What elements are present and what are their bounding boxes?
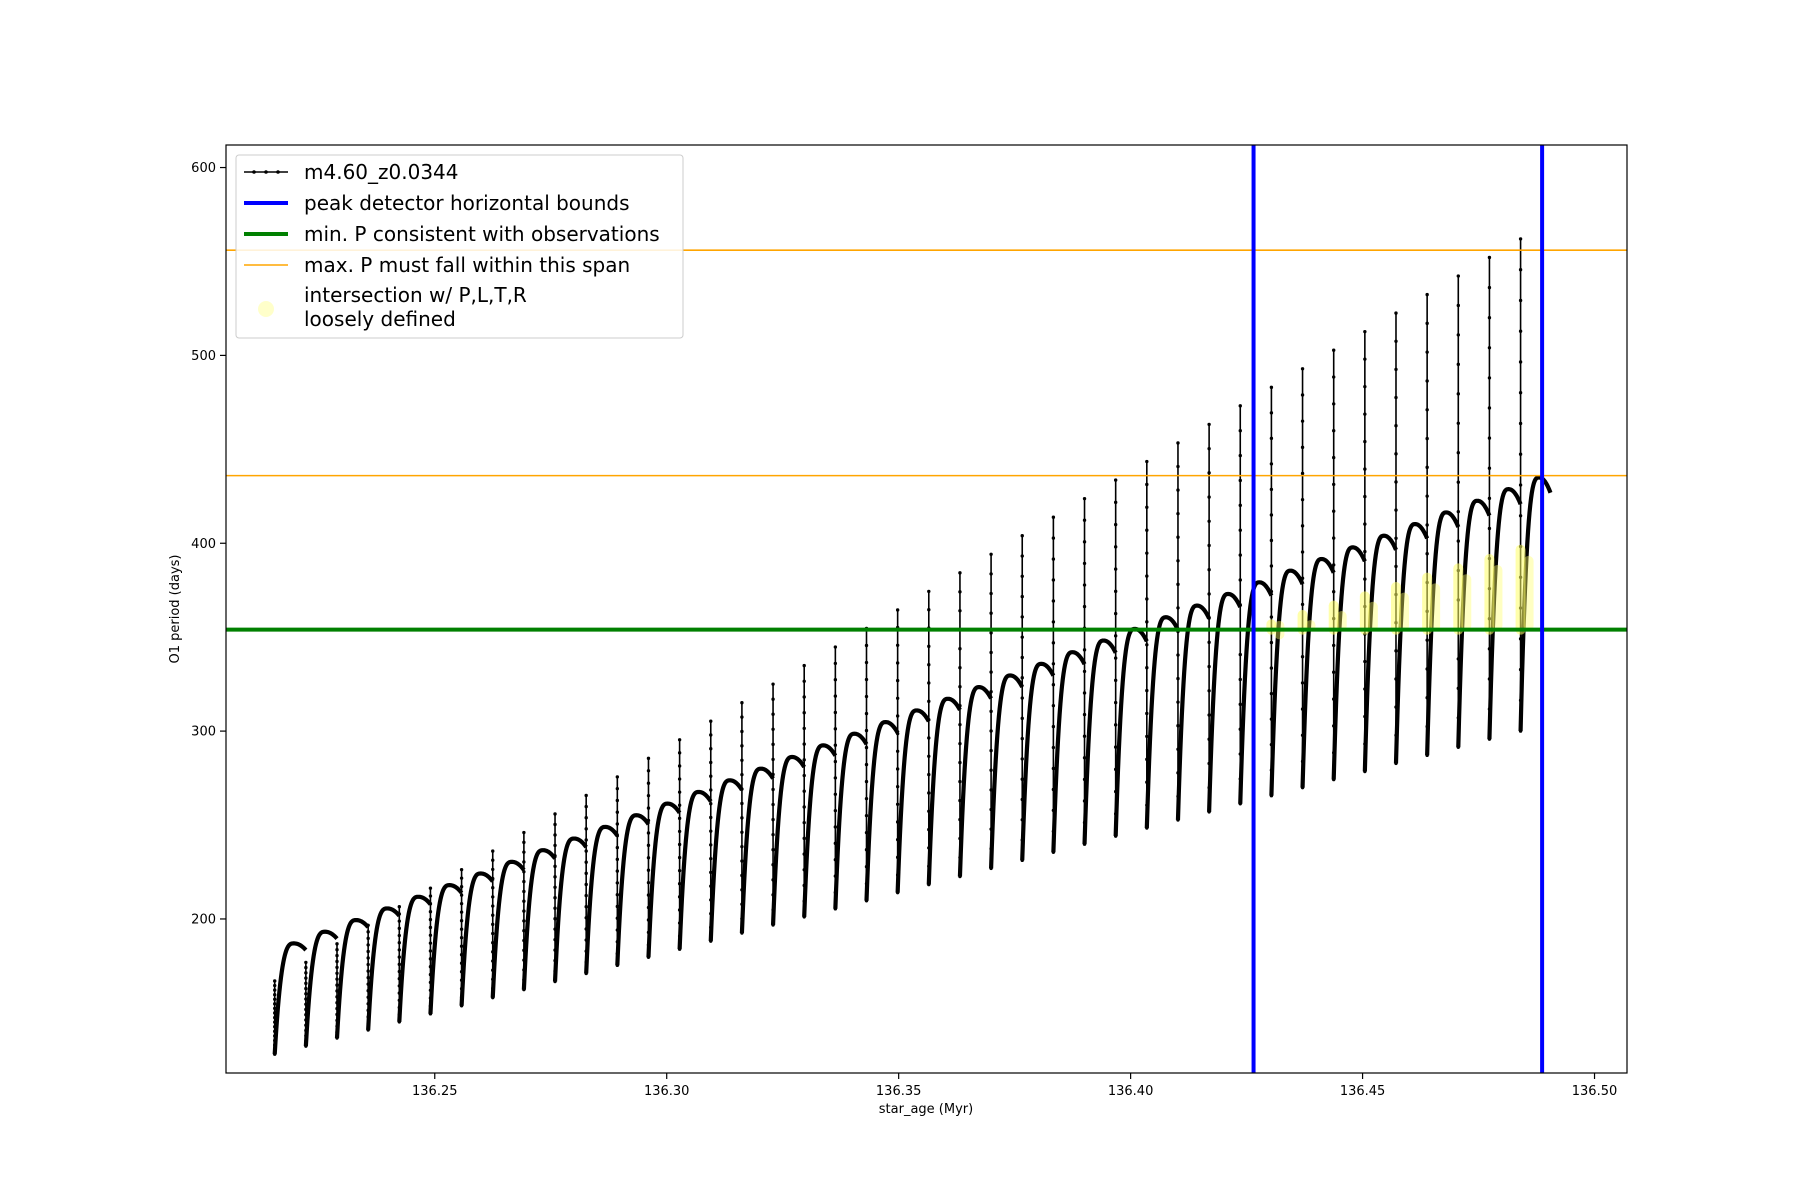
series-cycle-curve bbox=[1331, 545, 1367, 780]
y-axis-label: O1 period (days) bbox=[168, 554, 183, 663]
series-cycle-curve bbox=[926, 696, 962, 885]
series-cycle-curve bbox=[770, 754, 807, 926]
x-tick-label: 136.40 bbox=[1108, 1084, 1154, 1099]
series-cycle-curve bbox=[957, 685, 993, 877]
legend-swatch-model-dot-1 bbox=[252, 170, 256, 174]
series-cycle-curve bbox=[1300, 556, 1336, 788]
series-cycle-curve bbox=[459, 871, 495, 1006]
x-tick-label: 136.45 bbox=[1340, 1084, 1386, 1099]
series-cycle-curve bbox=[615, 813, 651, 966]
plot-frame bbox=[225, 144, 1628, 1074]
series-cycle-curve bbox=[1487, 487, 1523, 740]
series-cycle-curve bbox=[334, 917, 370, 1039]
series-cycle-curve bbox=[272, 941, 308, 1055]
highlight-layer bbox=[1266, 544, 1534, 640]
legend-swatch-intersection bbox=[258, 301, 274, 317]
series-cycle-curve bbox=[1020, 661, 1056, 861]
series-cycle-curve bbox=[988, 673, 1025, 869]
legend-swatch-model-dot-3 bbox=[276, 170, 280, 174]
series-cycle-curve bbox=[1456, 498, 1492, 748]
x-tick-label: 136.25 bbox=[412, 1084, 458, 1099]
series-cycle-curve bbox=[895, 708, 931, 893]
legend-label-intersection: intersection w/ P,L,T,R bbox=[304, 283, 527, 307]
legend: m4.60_z0.0344 peak detector horizontal b… bbox=[235, 154, 684, 339]
series-cycle-curve bbox=[677, 789, 713, 950]
series-cycle-curve bbox=[1175, 603, 1212, 821]
series-cycle-curve bbox=[864, 719, 900, 901]
legend-label-max-p: max. P must fall within this span bbox=[304, 253, 630, 277]
series-cycle-curve bbox=[1425, 510, 1461, 756]
series-cycle-curve bbox=[739, 766, 775, 934]
series-cycle-curve bbox=[1207, 591, 1243, 812]
x-axis-label: star_age (Myr) bbox=[879, 1102, 973, 1117]
series-cycle-curve bbox=[490, 859, 526, 998]
legend-label-intersection-line2: loosely defined bbox=[304, 307, 456, 331]
series-cycle-curve bbox=[802, 743, 838, 917]
series-cycle-curve bbox=[584, 824, 620, 974]
series-cycle-curve bbox=[1238, 580, 1274, 804]
series-cycle-curve bbox=[646, 801, 682, 958]
series-cycle-curve bbox=[428, 883, 464, 1014]
series-cycle-curve bbox=[552, 836, 588, 982]
series-cycle-curve bbox=[1082, 638, 1118, 845]
y-tick-label: 400 bbox=[191, 537, 216, 552]
series-cycle-curve bbox=[708, 778, 744, 942]
y-tick-label: 200 bbox=[191, 912, 216, 927]
series-cycle-curve bbox=[366, 906, 401, 1031]
y-tick-label: 500 bbox=[191, 349, 216, 364]
vline-layer bbox=[1251, 145, 1545, 1073]
series-cycle-curve bbox=[1051, 650, 1087, 853]
legend-box bbox=[235, 154, 684, 339]
y-tick-label: 300 bbox=[191, 725, 216, 740]
x-axis: 136.25 136.30 136.35 136.40 136.45 136.50 bbox=[412, 1073, 1617, 1099]
series-cycle-curve bbox=[1144, 615, 1180, 829]
legend-label-peak-bounds: peak detector horizontal bounds bbox=[304, 191, 630, 215]
x-tick-label: 136.30 bbox=[644, 1084, 690, 1099]
plot-area bbox=[226, 145, 1627, 1073]
legend-swatch-model-dot-2 bbox=[264, 170, 268, 174]
series-cycle-curve bbox=[397, 894, 433, 1023]
series-cycle-curve bbox=[1393, 521, 1430, 764]
y-axis: 200 300 400 500 600 bbox=[191, 161, 226, 927]
series-cycle-curve bbox=[833, 731, 869, 909]
legend-label-model: m4.60_z0.0344 bbox=[304, 160, 459, 184]
legend-label-min-p: min. P consistent with observations bbox=[304, 222, 660, 246]
x-tick-label: 136.50 bbox=[1572, 1084, 1618, 1099]
x-tick-label: 136.35 bbox=[876, 1084, 922, 1099]
series-cycle-curve bbox=[303, 929, 339, 1047]
series-cycle-curve bbox=[521, 848, 557, 990]
series-cycle-curve bbox=[1269, 568, 1305, 796]
y-tick-label: 600 bbox=[191, 161, 216, 176]
